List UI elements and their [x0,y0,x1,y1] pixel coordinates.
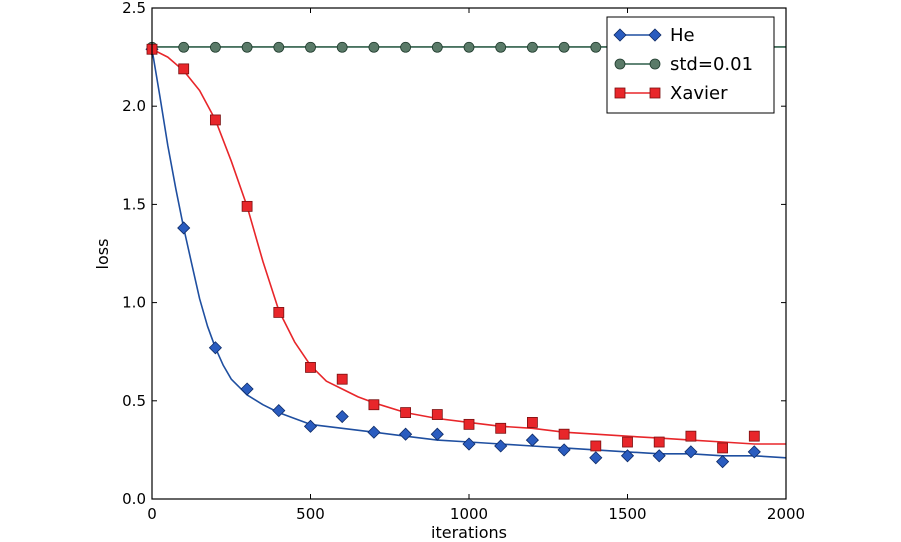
data-point-xavier [336,373,348,385]
data-point-xavier [622,436,633,448]
data-point-std-0-01 [527,41,538,53]
data-point-std-0-01 [495,41,507,53]
data-point-std-0-01 [463,41,475,53]
data-point-xavier [527,417,538,428]
legend-label-std: std=0.01 [670,54,753,75]
data-point-xavier [590,440,602,452]
data-point-he [272,404,286,418]
data-point-xavier [717,442,728,454]
data-point-std-0-01 [368,41,380,53]
data-point-xavier [178,63,190,75]
x-tick-label: 500 [296,505,325,523]
data-point-std-0-01 [590,41,602,53]
data-point-he [494,439,508,453]
data-point-he [652,449,666,463]
y-tick-label: 1.0 [122,294,146,312]
data-point-he [589,451,603,465]
data-point-std-0-01 [558,41,570,53]
x-tick-label: 1500 [608,505,646,523]
x-tick-label: 1000 [450,505,488,523]
data-point-xavier [653,436,665,448]
legend-label-xavier: Xavier [670,83,728,104]
y-tick-label: 2.5 [122,0,146,17]
legend-marker-xavier [649,87,661,99]
data-point-he [620,449,635,463]
data-point-xavier [431,409,443,420]
y-axis-label: loss [93,239,112,270]
data-point-he [208,341,222,355]
legend-marker-he [648,28,662,42]
legend-box [606,16,775,114]
legend-entry-std: std=0.01 [614,54,753,75]
data-point-std-0-01 [178,41,190,53]
data-point-std-0-01 [273,41,285,53]
data-point-std-0-01 [241,41,253,53]
data-point-std-0-01 [336,41,348,53]
data-point-xavier [495,422,507,434]
data-point-he [716,455,730,469]
data-point-he [430,427,444,441]
data-point-xavier [400,407,412,418]
axis-ticks: 0 500 1000 1500 2000 0.0 0.5 1.0 1.5 2.0 2.5 [122,0,805,523]
x-tick-label: 2000 [767,505,805,523]
data-point-he [747,445,761,459]
data-point-xavier [685,430,697,442]
data-point-he [303,419,318,433]
series-line-xavier [151,48,786,445]
legend-marker-xavier [614,87,626,99]
data-point-he [367,425,381,439]
legend-marker-he [613,28,627,42]
y-tick-label: 2.0 [122,97,146,115]
legend-label-he: He [670,25,695,46]
x-tick-label: 0 [147,505,157,523]
data-point-he [557,443,571,457]
legend-entry-he: He [613,25,695,46]
plot-area [145,7,787,500]
data-point-std-0-01 [400,41,412,53]
legend-marker-std [614,58,626,70]
y-tick-label: 0.0 [122,490,146,508]
data-point-he [177,221,191,235]
data-point-he [684,445,698,459]
legend: He std=0.01 Xavier [606,16,775,114]
series-line-he [151,49,787,459]
data-point-he [525,433,539,447]
data-point-xavier [241,200,253,212]
data-point-xavier [558,428,570,440]
data-point-xavier [463,418,475,430]
legend-marker-std [649,58,661,70]
data-point-he [240,382,254,396]
data-point-std-0-01 [209,41,221,53]
legend-entry-xavier: Xavier [614,83,728,104]
data-point-he [335,409,349,424]
data-point-he [399,427,413,441]
data-point-xavier [368,399,380,411]
x-axis-label: iterations [431,523,507,542]
series-layer [145,41,787,469]
data-point-xavier [305,362,316,373]
data-point-he [462,437,476,451]
data-point-std-0-01 [431,41,443,53]
data-point-xavier [209,114,221,126]
y-tick-label: 0.5 [122,392,146,410]
data-point-xavier [273,307,285,318]
y-tick-label: 1.5 [122,195,146,213]
data-point-std-0-01 [305,41,316,53]
data-point-xavier [748,430,760,442]
